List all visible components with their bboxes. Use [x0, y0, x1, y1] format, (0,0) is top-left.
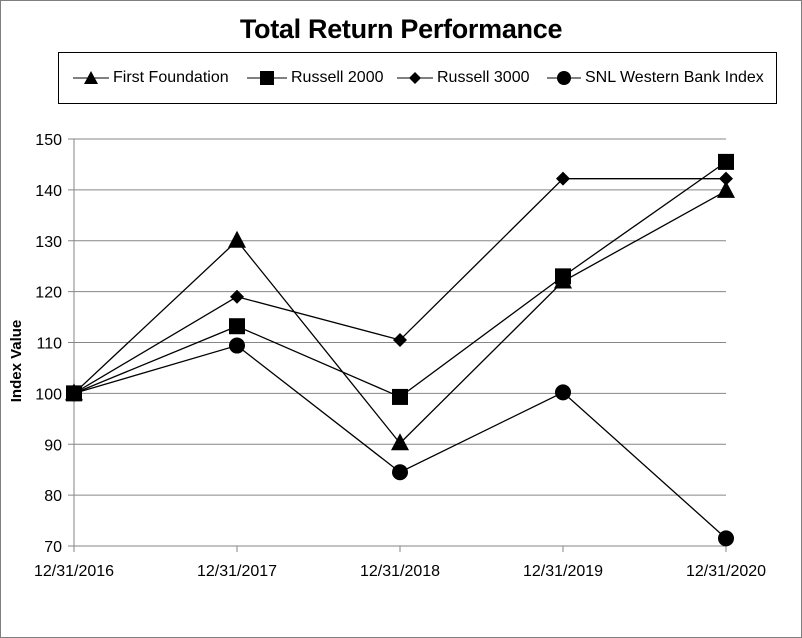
y-tick-label: 100 [35, 386, 62, 403]
legend-marker-diamond [397, 72, 433, 84]
legend-marker-triangle [73, 71, 109, 84]
data-point-triangle [228, 230, 246, 248]
axes: 70 80 90 100 110 120 130 140 150 12/31/2016 12/31/… [34, 132, 766, 580]
legend-item-russell-3000: Russell 3000 [397, 53, 530, 103]
data-point-square [555, 268, 571, 285]
data-point-triangle [717, 180, 735, 198]
data-point-square [392, 388, 408, 405]
chart-title: Total Return Performance [239, 14, 563, 44]
y-tick-label: 150 [35, 132, 62, 149]
legend-label: Russell 2000 [291, 69, 384, 86]
legend-label: First Foundation [113, 69, 229, 86]
series-russell-2000 [66, 153, 734, 405]
data-point-square [718, 153, 734, 170]
legend-item-snl-western-bank-index: SNL Western Bank Index [547, 53, 764, 103]
legend-label: Russell 3000 [437, 69, 530, 86]
data-point-square [229, 318, 245, 335]
x-tick-label: 12/31/2016 [34, 563, 114, 580]
legend-marker-circle [547, 71, 581, 85]
data-point-triangle [391, 433, 409, 451]
y-tick-label: 80 [44, 488, 62, 505]
x-tick-label: 12/31/2018 [360, 563, 440, 580]
y-tick-label: 70 [44, 539, 62, 556]
y-tick-label: 140 [35, 183, 62, 200]
data-point-circle [555, 384, 571, 401]
data-point-circle [392, 464, 408, 481]
y-axis-title: Index Value [8, 320, 25, 403]
data-point-circle [66, 385, 82, 402]
legend-marker-square [247, 71, 287, 85]
data-point-diamond [393, 332, 407, 347]
data-point-diamond [556, 171, 570, 186]
x-tick-label: 12/31/2017 [197, 563, 277, 580]
legend-label: SNL Western Bank Index [585, 69, 764, 86]
legend-item-russell-2000: Russell 2000 [247, 53, 384, 103]
chart-legend: First Foundation Russell 2000 Russell 30… [58, 52, 777, 104]
series-first-foundation [65, 180, 735, 451]
y-tick-label: 130 [35, 234, 62, 251]
y-tick-label: 90 [44, 437, 62, 454]
y-tick-label: 110 [36, 336, 62, 353]
series-line-first-foundation [73, 190, 727, 445]
y-tick-label: 120 [35, 285, 62, 302]
series-line-russell-3000 [73, 178, 726, 394]
legend-item-first-foundation: First Foundation [73, 53, 229, 103]
data-point-circle [229, 337, 245, 354]
series-snl-western-bank-index [66, 337, 734, 547]
data-point-diamond [230, 289, 244, 304]
x-tick-label: 12/31/2020 [686, 563, 766, 580]
data-point-circle [718, 530, 734, 547]
series-line-russell-2000 [73, 161, 727, 398]
x-tick-label: 12/31/2019 [523, 563, 603, 580]
data-point-diamond [719, 171, 733, 186]
series [65, 153, 735, 547]
